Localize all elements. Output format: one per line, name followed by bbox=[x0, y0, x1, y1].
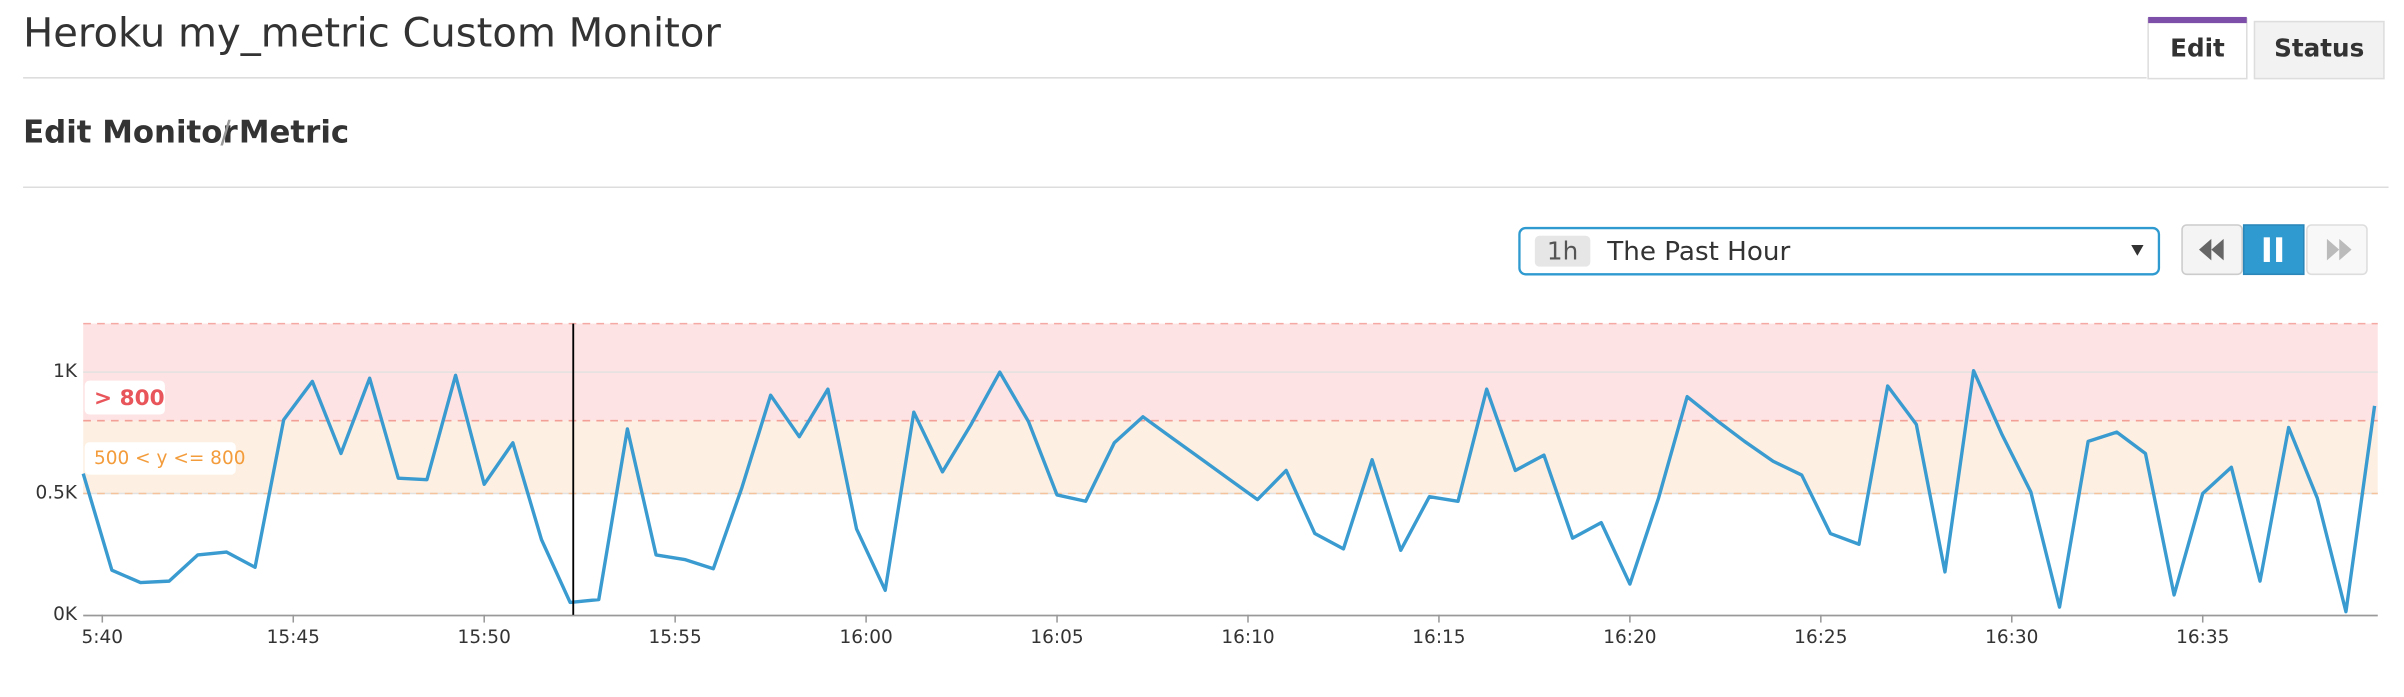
x-tick-label: 16:05 bbox=[1030, 627, 1083, 648]
tab-box bbox=[2147, 17, 2248, 80]
selector-label: The Past Hour bbox=[1606, 237, 1790, 267]
selector-short: 1h bbox=[1547, 237, 1578, 266]
dropdown-caret bbox=[2131, 245, 2144, 256]
tab-label: Status bbox=[2274, 33, 2364, 62]
button-icon bbox=[2211, 238, 2224, 261]
x-tick-label: 15:55 bbox=[649, 627, 702, 648]
edit-tab[interactable]: Edit bbox=[2147, 16, 2248, 80]
y-tick-label: 0K bbox=[53, 604, 78, 625]
warning-label: 500 < y <= 800 bbox=[94, 448, 245, 469]
y-tick-label: 0.5K bbox=[36, 483, 78, 504]
pause-button[interactable] bbox=[2242, 224, 2305, 276]
tab-label: Edit bbox=[2170, 33, 2225, 62]
critical-label-box bbox=[84, 380, 165, 415]
x-tick-label: 16:35 bbox=[2176, 627, 2229, 648]
x-tick-label: 16:10 bbox=[1221, 627, 1274, 648]
x-tick-label: 16:20 bbox=[1603, 627, 1656, 648]
x-tick-label: 16:00 bbox=[839, 627, 892, 648]
x-tick-label: 16:30 bbox=[1985, 627, 2038, 648]
tab-active-bar bbox=[2148, 16, 2247, 24]
button-box bbox=[2242, 224, 2305, 276]
chart: 0K 0.5K 1K > 800 500 < y <= 800 5:40 15:45 15:5… bbox=[36, 322, 2378, 648]
forward-button[interactable] bbox=[2306, 224, 2368, 276]
y-tick-label: 1K bbox=[53, 361, 78, 382]
button-icon bbox=[2199, 238, 2212, 261]
rewind-button[interactable] bbox=[2181, 224, 2243, 276]
page-title: Heroku my_metric Custom Monitor bbox=[23, 10, 721, 56]
status-tab[interactable]: Status bbox=[2253, 20, 2385, 80]
x-tick-label: 15:50 bbox=[458, 627, 511, 648]
time-selector[interactable]: 1h The Past Hour bbox=[1518, 226, 2161, 276]
warning-label-box bbox=[84, 442, 236, 475]
button-icon bbox=[2339, 238, 2352, 261]
critical-label: > 800 bbox=[94, 386, 165, 411]
x-tick-label: 16:15 bbox=[1412, 627, 1465, 648]
x-tick-label: 15:45 bbox=[267, 627, 320, 648]
x-tick-label: 16:25 bbox=[1794, 627, 1847, 648]
breadcrumb-current: Metric bbox=[239, 115, 349, 151]
series-line bbox=[81, 368, 2377, 614]
x-tick-label: 5:40 bbox=[82, 627, 124, 648]
warning-band bbox=[83, 420, 2378, 494]
tab-box bbox=[2253, 20, 2385, 80]
button-icon bbox=[2276, 237, 2283, 262]
breadcrumb-parent[interactable]: Edit Monitor bbox=[23, 115, 238, 151]
button-icon bbox=[2326, 238, 2340, 261]
selector-box bbox=[1518, 226, 2161, 276]
button-icon bbox=[2263, 237, 2270, 262]
selector-pill bbox=[1534, 235, 1591, 267]
breadcrumb-separator: / bbox=[220, 115, 231, 151]
